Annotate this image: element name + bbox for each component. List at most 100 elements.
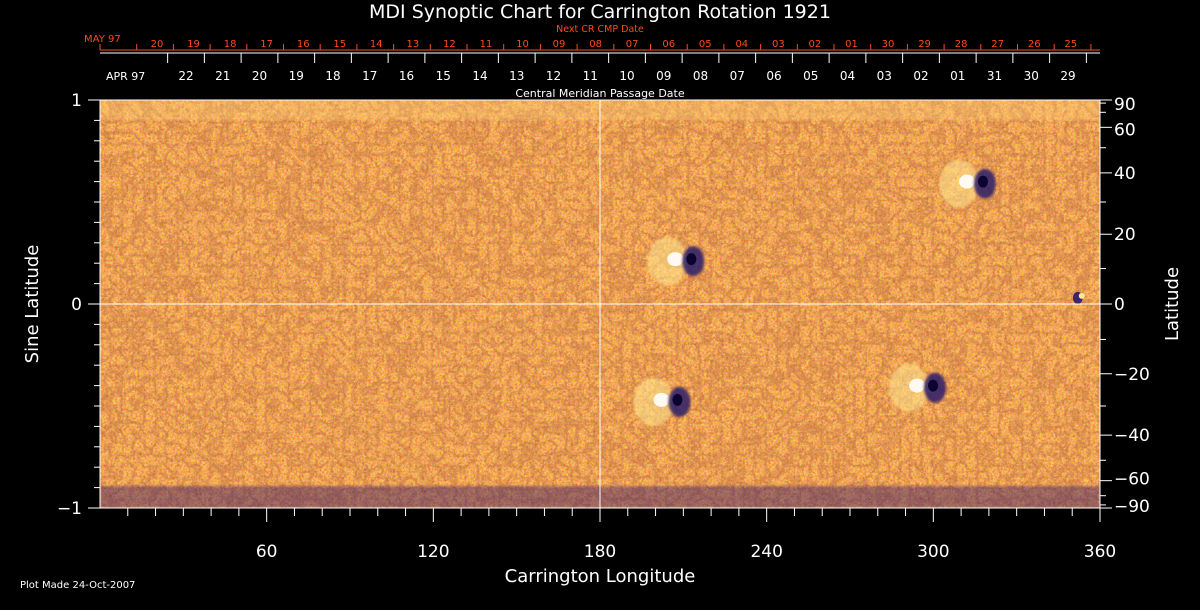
x-tick-label: 240 xyxy=(750,542,782,562)
cmp-date-label: 09 xyxy=(656,69,671,83)
next-cmp-date-label: 25 xyxy=(1064,39,1077,50)
cmp-date-label: 04 xyxy=(840,69,855,83)
next-cmp-date-label: 20 xyxy=(151,39,164,50)
next-cmp-date-label: 07 xyxy=(626,39,639,50)
cmp-date-label: 05 xyxy=(803,69,818,83)
cmp-date-label: 14 xyxy=(472,69,487,83)
x-tick-label: 120 xyxy=(417,542,449,562)
next-cmp-date-label: 29 xyxy=(918,39,931,50)
plot-made-footer: Plot Made 24-Oct-2007 xyxy=(20,580,135,591)
cmp-date-label: 06 xyxy=(766,69,781,83)
cmp-start-label: APR 97 xyxy=(106,70,145,83)
y-right-tick-label: 20 xyxy=(1114,225,1136,245)
next-cmp-date-label: 12 xyxy=(443,39,456,50)
cmp-label-group: 22 21 20 19 18 17 16 15 14 13 12 11 10 09 08 07 06 05 04 03… xyxy=(178,69,1075,83)
cmp-date-label: 30 xyxy=(1024,69,1039,83)
positive-plage xyxy=(939,159,979,208)
positive-spot xyxy=(909,378,925,393)
next-cmp-date-label: 06 xyxy=(662,39,675,50)
next-cmp-date-label: 17 xyxy=(260,39,273,50)
y-axis-right-title: Latitude xyxy=(1162,267,1183,341)
next-cmp-date-label: 09 xyxy=(553,39,566,50)
latitude-axis: 90 60 40 20 0 −20 −40 −60 −90 xyxy=(1100,95,1150,517)
cmp-date-label: 22 xyxy=(178,69,193,83)
positive-plage xyxy=(633,377,674,426)
cmp-date-label: 29 xyxy=(1060,69,1075,83)
next-cmp-date-label: 18 xyxy=(224,39,237,50)
active-region xyxy=(647,237,705,286)
cmp-tick-group xyxy=(167,53,1087,63)
next-cmp-date-label: 08 xyxy=(589,39,602,50)
next-cmp-date-axis: Next CR CMP Date MAY 97 20 19 18 17 16 15 14 13… xyxy=(84,24,1100,51)
next-cmp-label-group: 20 19 18 17 16 15 14 13 12 11 10 09 08 07 06 05 04 03 02 01… xyxy=(151,39,1077,50)
negative-spot xyxy=(672,393,683,406)
next-cmp-date-label: 13 xyxy=(406,39,419,50)
y-left-tick-label: 0 xyxy=(71,295,82,315)
cmp-date-label: 12 xyxy=(546,69,561,83)
cmp-date-axis: APR 97 22 21 20 19 18 17 16 15 14 13 12 11 10 09 08 07 0… xyxy=(100,52,1100,100)
next-cmp-date-label: 14 xyxy=(370,39,383,50)
next-cmp-date-label: 10 xyxy=(516,39,529,50)
x-tick-label: 360 xyxy=(1084,542,1116,562)
cmp-date-label: 07 xyxy=(730,69,745,83)
y-axis-left-title: Sine Latitude xyxy=(22,245,43,364)
y-right-tick-label: −90 xyxy=(1114,497,1150,517)
next-cmp-tick-group xyxy=(99,44,1092,50)
cmp-date-label: 10 xyxy=(619,69,634,83)
positive-spot xyxy=(667,252,684,267)
positive-spot xyxy=(653,392,670,407)
cmp-date-label: 11 xyxy=(583,69,598,83)
cmp-date-label: 08 xyxy=(693,69,708,83)
cmp-date-label: 31 xyxy=(987,69,1002,83)
x-axis-title: Carrington Longitude xyxy=(505,566,696,587)
longitude-axis: 60 120 180 240 300 360 xyxy=(127,508,1116,562)
next-cmp-date-label: 02 xyxy=(809,39,822,50)
positive-spot xyxy=(959,174,975,189)
y-right-tick-label: 40 xyxy=(1114,164,1136,184)
active-regions xyxy=(633,159,1085,426)
y-left-tick-label: 1 xyxy=(71,91,82,111)
next-cmp-date-label: 16 xyxy=(297,39,310,50)
y-right-tick-label: −40 xyxy=(1114,426,1150,446)
next-cmp-date-label: 05 xyxy=(699,39,712,50)
x-tick-label: 180 xyxy=(584,542,616,562)
cmp-date-label: 15 xyxy=(436,69,451,83)
negative-spot xyxy=(928,379,938,392)
y-right-tick-label: −60 xyxy=(1114,470,1150,490)
cmp-date-label: 16 xyxy=(399,69,414,83)
next-cmp-date-label: 28 xyxy=(955,39,968,50)
positive-plage xyxy=(647,237,688,286)
sine-latitude-axis: −1 0 1 xyxy=(57,91,100,519)
negative-spot xyxy=(686,253,697,266)
cmp-axis-caption: Central Meridian Passage Date xyxy=(515,87,684,100)
chart-title: MDI Synoptic Chart for Carrington Rotati… xyxy=(369,1,831,23)
negative-spot xyxy=(978,175,988,188)
next-cmp-start-label: MAY 97 xyxy=(84,34,121,45)
y-left-tick-label: −1 xyxy=(57,499,82,519)
y-right-tick-label: −20 xyxy=(1114,365,1150,385)
next-cmp-date-label: 27 xyxy=(991,39,1004,50)
y-right-tick-label: 60 xyxy=(1114,120,1136,140)
next-cmp-axis-caption: Next CR CMP Date xyxy=(556,24,644,35)
active-region xyxy=(889,363,946,412)
next-cmp-date-label: 19 xyxy=(187,39,200,50)
cmp-date-label: 13 xyxy=(509,69,524,83)
next-cmp-date-label: 30 xyxy=(882,39,895,50)
cmp-date-label: 02 xyxy=(913,69,928,83)
positive-spot xyxy=(1078,292,1085,299)
cmp-date-label: 03 xyxy=(877,69,892,83)
next-cmp-date-label: 11 xyxy=(480,39,493,50)
x-tick-label: 60 xyxy=(256,542,278,562)
active-region xyxy=(939,159,996,208)
next-cmp-date-label: 03 xyxy=(772,39,785,50)
next-cmp-date-label: 04 xyxy=(735,39,748,50)
cmp-date-label: 21 xyxy=(215,69,230,83)
y-right-tick-label: 90 xyxy=(1114,95,1136,115)
active-region xyxy=(633,377,691,426)
cmp-date-label: 20 xyxy=(252,69,267,83)
x-tick-label: 300 xyxy=(917,542,949,562)
active-region xyxy=(1072,291,1085,304)
cmp-date-label: 19 xyxy=(289,69,304,83)
